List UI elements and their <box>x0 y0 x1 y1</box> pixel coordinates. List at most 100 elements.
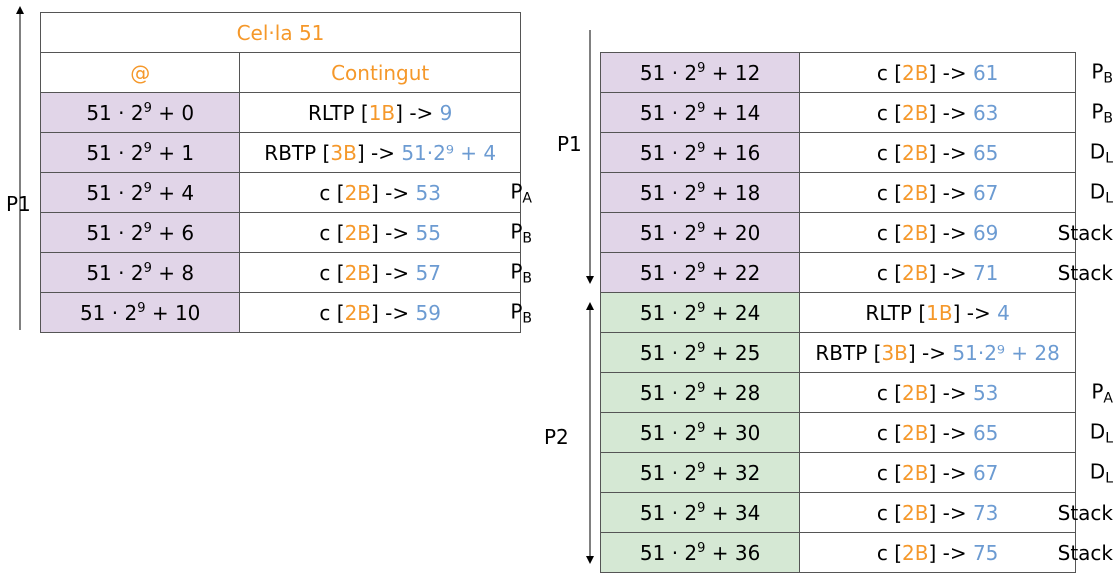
address-base: 51 · 2 <box>639 140 698 165</box>
address-exponent: 9 <box>697 500 706 516</box>
instr-arrow: ] -> <box>928 220 973 245</box>
address-offset: + 8 <box>151 260 195 285</box>
address-offset: + 36 <box>705 540 761 565</box>
address-base: 51 · 2 <box>639 300 698 325</box>
content-cell: c [2B] -> 63 PB <box>799 92 1113 133</box>
address-cell: 51 · 29 + 22 <box>599 252 801 293</box>
region-tag-main: Stack <box>1057 500 1113 525</box>
content-text: c [2B] -> 67 <box>800 461 1075 485</box>
table-row: 51 · 29 + 28 c [2B] -> 53 PA <box>599 372 1113 413</box>
instr-name: c [ <box>876 380 902 405</box>
instr-size: 2B <box>344 180 372 205</box>
table-row: 51 · 29 + 1 RBTP [3B] -> 51·2⁹ + 4 <box>39 132 521 173</box>
content-text: c [2B] -> 65 <box>800 421 1075 445</box>
instr-value: 51·2⁹ + 4 <box>401 140 497 165</box>
address-cell: 51 · 29 + 24 <box>599 292 801 333</box>
region-tag: Stack <box>1058 541 1113 565</box>
content-cell: c [2B] -> 61 PB <box>799 52 1113 93</box>
region-tag-main: P <box>510 299 523 323</box>
content-cell: RLTP [1B] -> 9 <box>239 92 521 133</box>
instr-name: RLTP [ <box>307 100 369 125</box>
region-tag-sub: L <box>1105 470 1113 486</box>
table-title: Cel·la 51 <box>40 12 521 53</box>
content-cell: c [2B] -> 75 Stack <box>799 532 1113 573</box>
address-base: 51 · 2 <box>639 100 698 125</box>
region-tag: PB <box>510 219 532 246</box>
region-tag-sub: B <box>1103 110 1113 126</box>
instr-value: 53 <box>972 380 999 405</box>
address-offset: + 28 <box>705 380 761 405</box>
address-exponent: 9 <box>137 300 146 316</box>
region-tag: DL <box>1090 419 1113 446</box>
instr-arrow: ] -> <box>928 260 973 285</box>
content-text: c [2B] -> 67 <box>800 181 1075 205</box>
cell-51-table: Cel·la 51 @ Contingut 51 · 29 + 0 RLTP [1… <box>39 12 532 333</box>
instr-arrow: ] -> <box>952 300 998 325</box>
instr-value: 73 <box>972 500 999 525</box>
region-tag: DL <box>1090 139 1113 166</box>
address-offset: + 32 <box>705 460 761 485</box>
region-tag-main: D <box>1089 139 1106 163</box>
instr-value: 75 <box>972 540 999 565</box>
instr-value: 9 <box>439 100 453 125</box>
content-column-header: Contingut <box>239 52 521 93</box>
content-text: c [2B] -> 63 <box>800 101 1075 125</box>
right-p2-label: P2 <box>544 425 569 449</box>
instr-value: 63 <box>972 100 999 125</box>
instr-arrow: ] -> <box>907 340 953 365</box>
address-exponent: 9 <box>697 260 706 276</box>
table-row: 51 · 29 + 32 c [2B] -> 67 DL <box>599 452 1113 493</box>
region-tag-main: D <box>1089 459 1106 483</box>
instr-size: 2B <box>902 380 929 405</box>
instr-name: RBTP [ <box>815 340 882 365</box>
region-tag: PA <box>510 179 532 206</box>
content-text: RLTP [1B] -> 4 <box>800 301 1075 325</box>
content-text: c [2B] -> 59 <box>240 301 520 325</box>
instr-arrow: ] -> <box>371 180 416 205</box>
instr-size: 1B <box>368 100 396 125</box>
address-exponent: 9 <box>697 100 706 116</box>
address-offset: + 24 <box>705 300 761 325</box>
region-tag-main: D <box>1089 419 1106 443</box>
table-row: 51 · 29 + 24 RLTP [1B] -> 4 <box>599 292 1076 333</box>
address-base: 51 · 2 <box>639 340 698 365</box>
cell-51-continuation-table: 51 · 29 + 12 c [2B] -> 61 PB 51 · 29 + 14 c … <box>599 52 1113 573</box>
table-row: 51 · 29 + 10 c [2B] -> 59 PB <box>39 292 532 333</box>
content-text: c [2B] -> 73 <box>800 501 1075 525</box>
instr-size: 2B <box>902 420 929 445</box>
address-offset: + 12 <box>705 60 761 85</box>
region-tag-main: P <box>510 219 523 243</box>
address-offset: + 0 <box>151 100 195 125</box>
content-text: RBTP [3B] -> 51·2⁹ + 28 <box>800 341 1075 365</box>
instr-name: c [ <box>876 100 902 125</box>
instr-name: c [ <box>876 540 902 565</box>
region-tag-sub: L <box>1105 150 1113 166</box>
instr-size: 2B <box>344 260 372 285</box>
instr-name: c [ <box>876 220 902 245</box>
address-cell: 51 · 29 + 36 <box>599 532 801 573</box>
address-exponent: 9 <box>143 100 152 116</box>
instr-size: 2B <box>344 220 372 245</box>
content-text: RLTP [1B] -> 9 <box>240 101 520 125</box>
address-exponent: 9 <box>697 420 706 436</box>
address-cell: 51 · 29 + 18 <box>599 172 801 213</box>
region-tag: PB <box>1091 99 1113 126</box>
address-offset: + 25 <box>705 340 761 365</box>
region-tag-main: P <box>1091 99 1104 123</box>
instr-arrow: ] -> <box>371 300 416 325</box>
content-cell: c [2B] -> 53 PA <box>799 372 1113 413</box>
region-tag: DL <box>1090 459 1113 486</box>
content-cell: c [2B] -> 65 DL <box>799 412 1113 453</box>
instr-value: 55 <box>415 220 441 245</box>
instr-size: 2B <box>902 500 929 525</box>
instr-size: 1B <box>926 300 953 325</box>
instr-arrow: ] -> <box>928 140 973 165</box>
instr-name: c [ <box>876 420 902 445</box>
content-text: c [2B] -> 75 <box>800 541 1075 565</box>
address-exponent: 9 <box>697 460 706 476</box>
region-tag-sub: L <box>1105 430 1113 446</box>
table-row: 51 · 29 + 36 c [2B] -> 75 Stack <box>599 532 1113 573</box>
address-base: 51 · 2 <box>86 180 144 205</box>
